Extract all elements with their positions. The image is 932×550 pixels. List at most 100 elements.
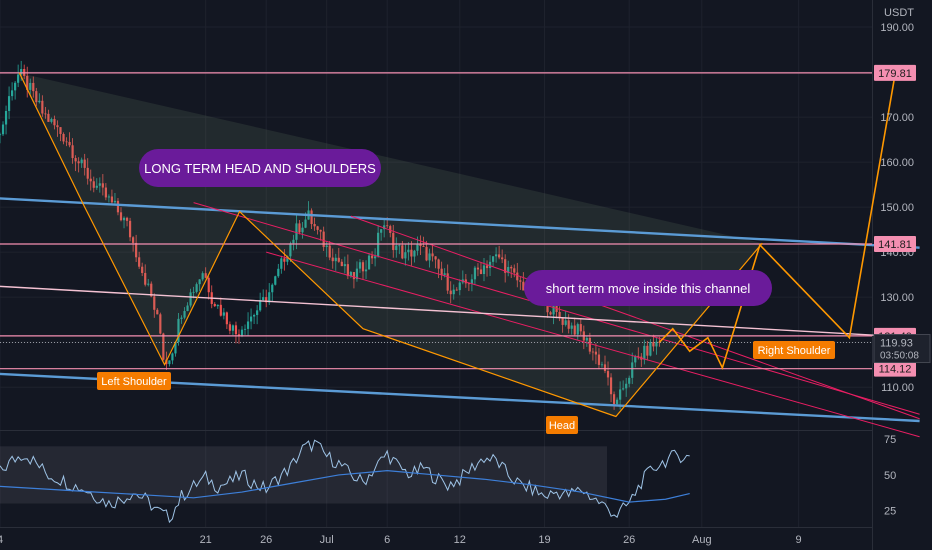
candle (470, 274, 473, 292)
candle (86, 158, 89, 185)
candle (183, 307, 186, 320)
candle (240, 326, 244, 338)
candle (398, 243, 401, 255)
candle (228, 321, 231, 335)
annotation-short-term: short term move inside this channel (524, 270, 772, 306)
candle (383, 219, 386, 238)
candle (298, 219, 301, 235)
candle (156, 308, 159, 315)
candle (246, 312, 250, 337)
candle (56, 120, 59, 137)
candle (322, 226, 325, 252)
candle (646, 340, 649, 361)
candle (4, 105, 8, 135)
candle (549, 310, 552, 316)
candle (26, 66, 29, 98)
candle (216, 304, 219, 309)
time-tick-label: 26 (260, 534, 272, 546)
candle (501, 249, 504, 264)
candle (555, 304, 558, 319)
candle (573, 317, 576, 337)
rsi-ma-line (0, 470, 690, 503)
candle (576, 322, 579, 340)
candle (128, 217, 132, 242)
candle (655, 337, 658, 355)
candle (597, 348, 601, 370)
annotation-right-shoulder-text: Right Shoulder (758, 345, 831, 357)
candle (361, 260, 365, 280)
price-level-value: 141.81 (878, 239, 912, 251)
candle (29, 78, 32, 96)
annotation-head: Head (546, 416, 578, 434)
candle (159, 312, 162, 335)
candle (476, 263, 480, 277)
candle (89, 169, 92, 191)
candle (35, 87, 38, 107)
candle (455, 287, 458, 291)
candle (431, 244, 434, 262)
candle (65, 137, 68, 147)
candle (434, 256, 437, 269)
channel-line-pink-light (0, 285, 920, 339)
candle (116, 198, 120, 216)
price-tick-label: 130.00 (880, 292, 914, 304)
price-tick-label: 160.00 (880, 157, 914, 169)
candle (53, 115, 56, 130)
candle (0, 132, 2, 144)
candle (449, 281, 452, 304)
candle (313, 217, 316, 231)
candle (44, 106, 47, 119)
candle (446, 264, 449, 294)
candle (265, 289, 268, 308)
time-tick-label: 19 (538, 534, 550, 546)
candle (355, 261, 359, 282)
candle (612, 391, 616, 410)
candle (153, 293, 156, 318)
candle (467, 282, 470, 292)
candle (407, 242, 410, 261)
candle (171, 352, 174, 365)
time-tick-label: 4 (0, 534, 3, 546)
candle (334, 253, 337, 271)
candle (428, 248, 431, 268)
price-level-label: 179.81 (874, 64, 916, 81)
channel-line-pink-dark (193, 202, 920, 415)
candle (649, 339, 652, 357)
time-tick-label: Aug (692, 534, 712, 546)
candle (310, 208, 313, 229)
rsi-pane: 25 50 75 (0, 434, 896, 524)
rsi-tick-label: 25 (884, 506, 896, 518)
projected-path (658, 72, 897, 371)
candle (98, 177, 101, 193)
price-level-label: 114.12 (874, 360, 916, 377)
candle (32, 76, 35, 98)
candle (135, 234, 138, 262)
candle (331, 248, 334, 269)
candle (274, 275, 277, 286)
candle (198, 279, 201, 292)
currency-label: USDT (884, 7, 914, 19)
candle (180, 315, 183, 324)
candle (207, 276, 210, 300)
candle (219, 297, 222, 317)
annotation-long-term-text: LONG TERM HEAD AND SHOULDERS (144, 161, 376, 176)
candle (316, 225, 319, 235)
candle (50, 117, 53, 124)
price-tick-label: 190.00 (880, 22, 914, 34)
candle (622, 380, 625, 391)
candle (410, 241, 413, 266)
candle (292, 234, 295, 251)
candle (104, 183, 107, 201)
price-level-value: 114.12 (879, 364, 912, 376)
candle (482, 258, 486, 282)
candle (458, 279, 461, 296)
time-tick-label: 12 (454, 534, 466, 546)
candle (283, 249, 286, 271)
candle (195, 282, 198, 294)
candle (479, 262, 483, 275)
annotation-left-shoulder-text: Left Shoulder (101, 376, 167, 388)
candle (603, 355, 607, 374)
candle (606, 361, 610, 386)
candle (243, 324, 247, 335)
